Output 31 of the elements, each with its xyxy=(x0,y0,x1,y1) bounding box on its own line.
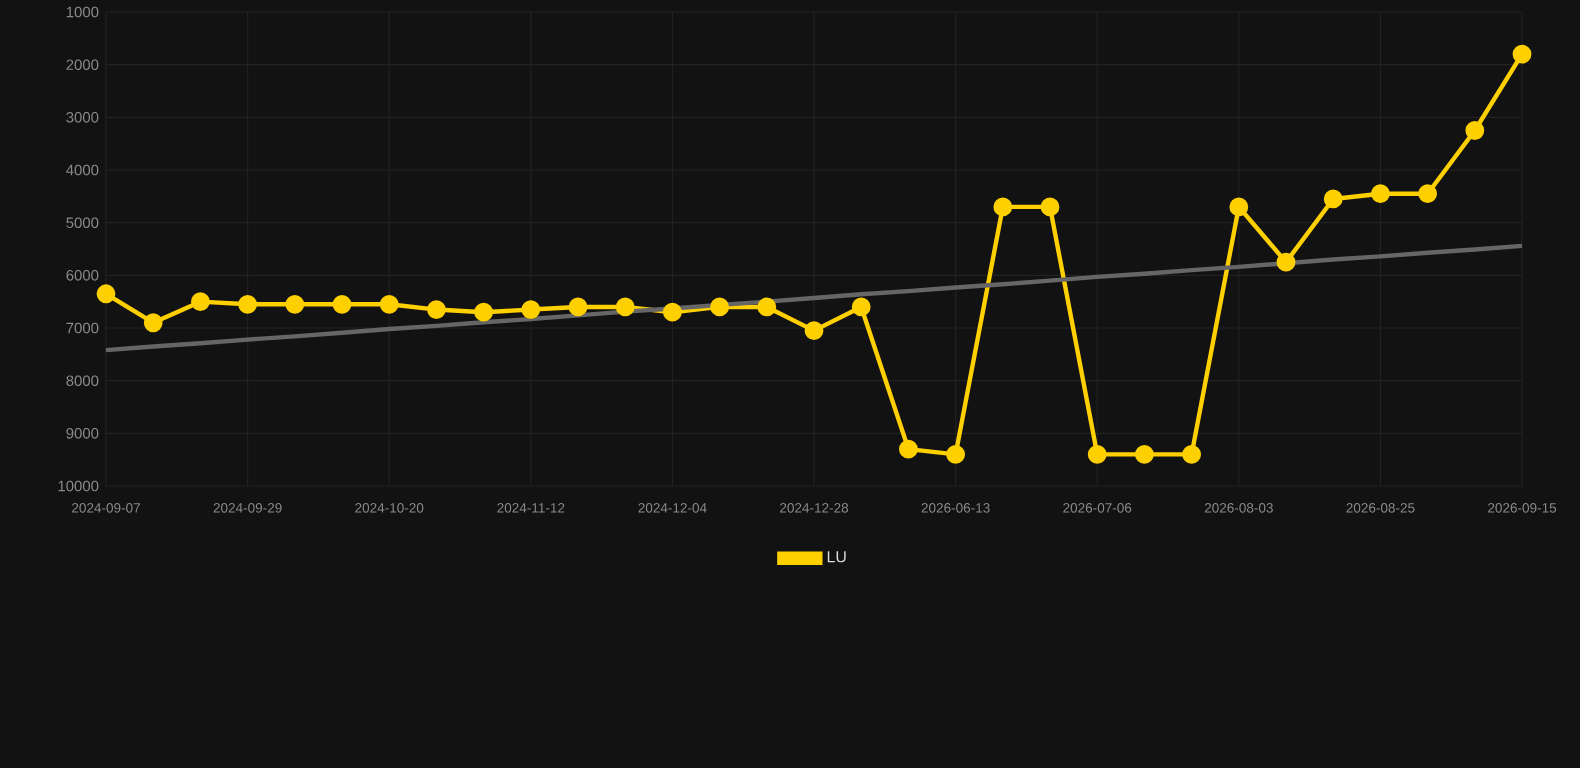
point xyxy=(1323,189,1343,209)
point xyxy=(1465,121,1485,140)
point xyxy=(663,302,682,322)
point xyxy=(143,313,163,333)
point xyxy=(238,294,258,314)
point xyxy=(1135,445,1154,464)
point xyxy=(96,284,116,304)
point xyxy=(804,321,824,341)
point xyxy=(851,297,871,317)
point xyxy=(332,294,352,314)
point xyxy=(899,439,918,459)
point xyxy=(1512,44,1532,64)
point xyxy=(1087,445,1107,464)
point xyxy=(285,294,305,314)
point xyxy=(1418,184,1438,204)
point xyxy=(615,297,635,317)
point xyxy=(1371,184,1390,204)
point xyxy=(1182,445,1202,464)
point xyxy=(1229,197,1249,217)
point xyxy=(710,297,730,317)
point xyxy=(993,197,1013,217)
point xyxy=(946,445,966,464)
point xyxy=(521,300,541,319)
point xyxy=(1276,252,1296,272)
point xyxy=(1040,197,1060,217)
point xyxy=(757,297,777,317)
point xyxy=(379,294,399,314)
point xyxy=(191,292,210,312)
point xyxy=(427,300,446,319)
point xyxy=(568,297,588,317)
point xyxy=(474,302,494,322)
